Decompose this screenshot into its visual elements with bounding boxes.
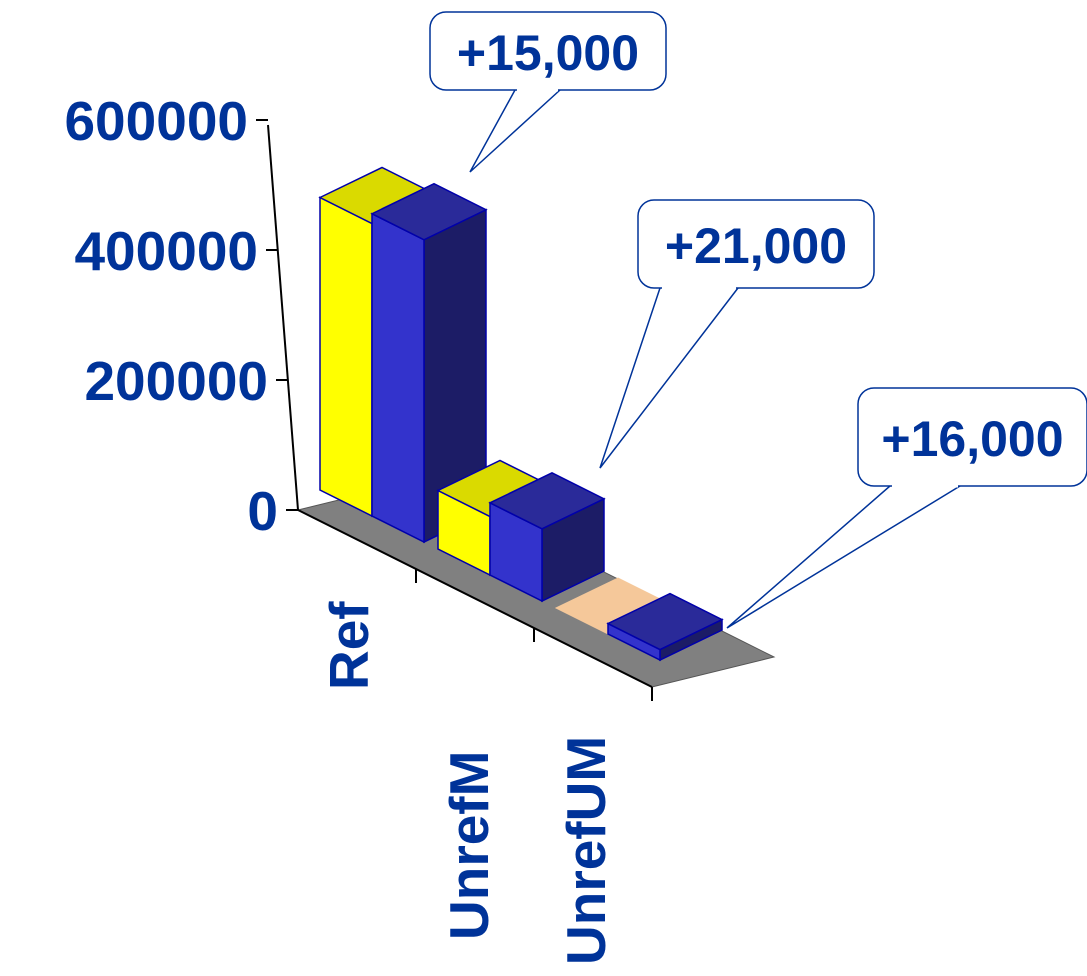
x-tick-label: UnrefM	[438, 751, 500, 940]
x-tick-label: UnrefUM	[555, 736, 617, 965]
y-tick-label: 600000	[64, 90, 248, 152]
y-tick-label: 400000	[74, 220, 258, 282]
y-axis-line	[267, 124, 299, 511]
bar-series2-unrefm	[488, 472, 606, 603]
callout-box	[857, 387, 1087, 487]
callout-label: +21,000	[665, 218, 847, 274]
callout-2: +21,000	[599, 199, 875, 469]
y-tick-label: 0	[247, 480, 278, 542]
callout-pointer	[599, 287, 739, 469]
x-axis-line	[297, 509, 653, 688]
y-tick-label: 200000	[84, 350, 268, 412]
callout-3: +16,000	[726, 387, 1087, 629]
bar-series2-ref	[370, 182, 488, 544]
callout-label: +15,000	[457, 25, 639, 81]
callout-pointer	[469, 89, 561, 173]
x-tick-label: Ref	[318, 601, 380, 690]
callout-box	[637, 199, 875, 289]
callout-label: +16,000	[881, 411, 1063, 467]
callout-pointer	[726, 485, 961, 629]
bar-series2-unrefum	[606, 592, 724, 662]
callout-1: +15,000	[429, 11, 667, 173]
